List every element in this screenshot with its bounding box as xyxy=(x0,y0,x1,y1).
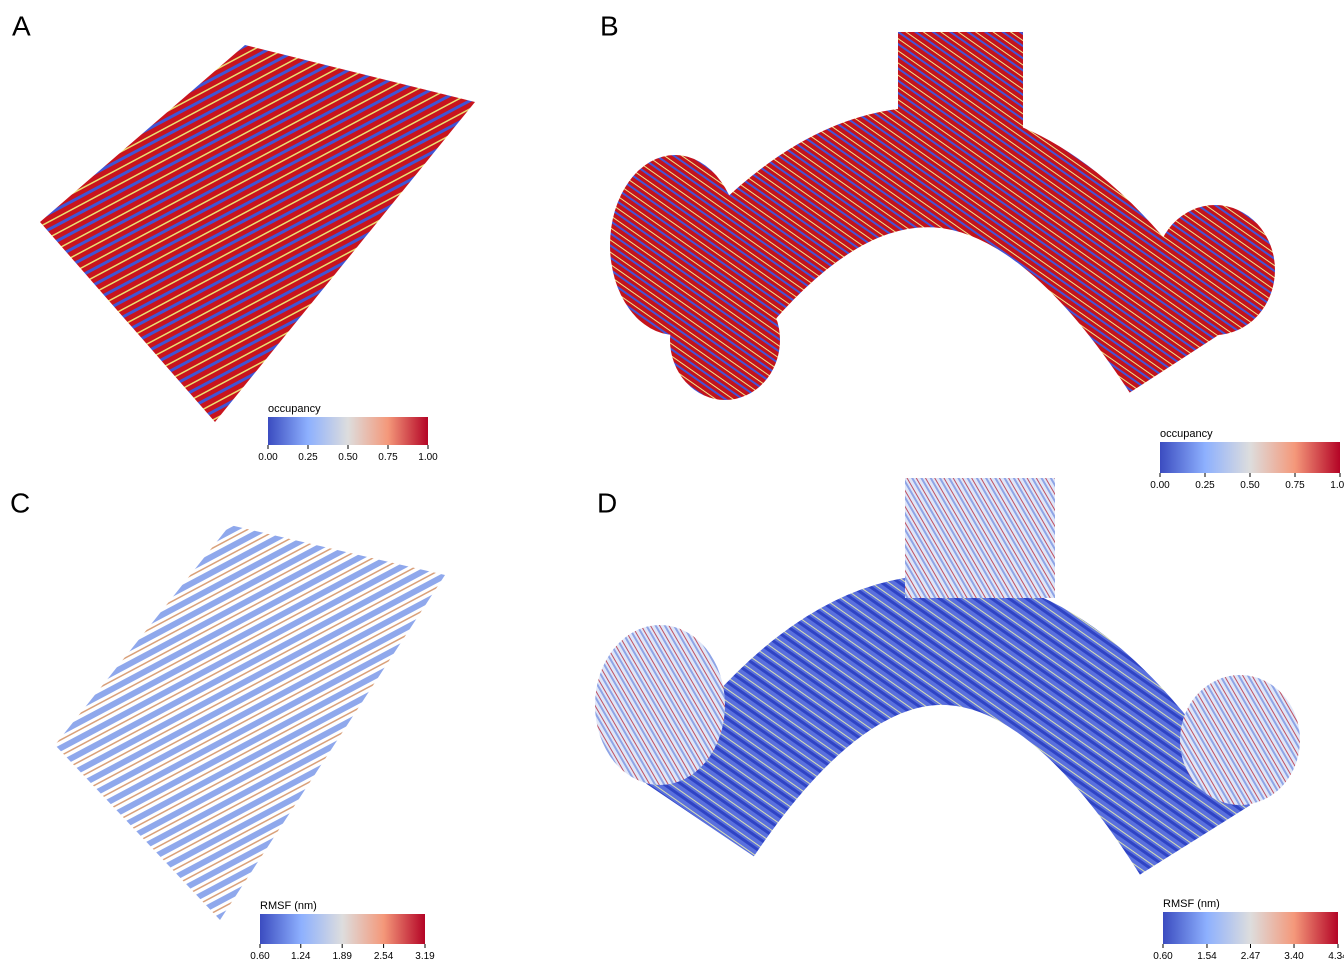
colorbar-title: RMSF (nm) xyxy=(1163,898,1220,910)
page: {"panels": [ {"label": "A", "colorbar": … xyxy=(0,0,1344,963)
tick-label: 0.60 xyxy=(250,951,270,962)
colorbar xyxy=(268,417,428,445)
tick-label: 0.75 xyxy=(1285,480,1305,491)
tick-label: 1.00 xyxy=(418,452,438,463)
structure-render xyxy=(595,478,1300,840)
tick-label: 0.00 xyxy=(258,452,278,463)
structure-render xyxy=(610,32,1275,400)
tick-label: 2.54 xyxy=(374,951,394,962)
colorbar xyxy=(1163,912,1338,944)
colorbar-title: occupancy xyxy=(1160,428,1213,440)
tick-label: 3.19 xyxy=(415,951,435,962)
panel-label: D xyxy=(597,487,617,518)
tick-label: 1.00 xyxy=(1330,480,1344,491)
figure: A B C D occupancy 0.00 0.25 0.50 0.75 1.00 occ… xyxy=(0,0,1344,963)
tick-label: 0.00 xyxy=(1150,480,1170,491)
tick-label: 1.24 xyxy=(291,951,311,962)
tick-label: 0.75 xyxy=(378,452,398,463)
tick-label: 0.50 xyxy=(338,452,358,463)
panel-label: B xyxy=(600,10,619,41)
structure-render xyxy=(40,45,475,422)
colorbar xyxy=(260,914,425,944)
tick-label: 4.34 xyxy=(1328,951,1344,962)
tick-label: 1.89 xyxy=(332,951,352,962)
panel-label: A xyxy=(12,10,31,41)
colorbar-title: occupancy xyxy=(268,403,321,415)
tick-label: 1.54 xyxy=(1197,951,1217,962)
tick-label: 2.47 xyxy=(1241,951,1261,962)
structure-render xyxy=(55,525,445,920)
colorbar-title: RMSF (nm) xyxy=(260,900,317,912)
tick-label: 0.60 xyxy=(1153,951,1173,962)
tick-label: 0.25 xyxy=(298,452,318,463)
colorbar xyxy=(1160,442,1340,473)
tick-label: 0.25 xyxy=(1195,480,1215,491)
tick-label: 3.40 xyxy=(1284,951,1304,962)
panel-label: C xyxy=(10,487,30,518)
tick-label: 0.50 xyxy=(1240,480,1260,491)
